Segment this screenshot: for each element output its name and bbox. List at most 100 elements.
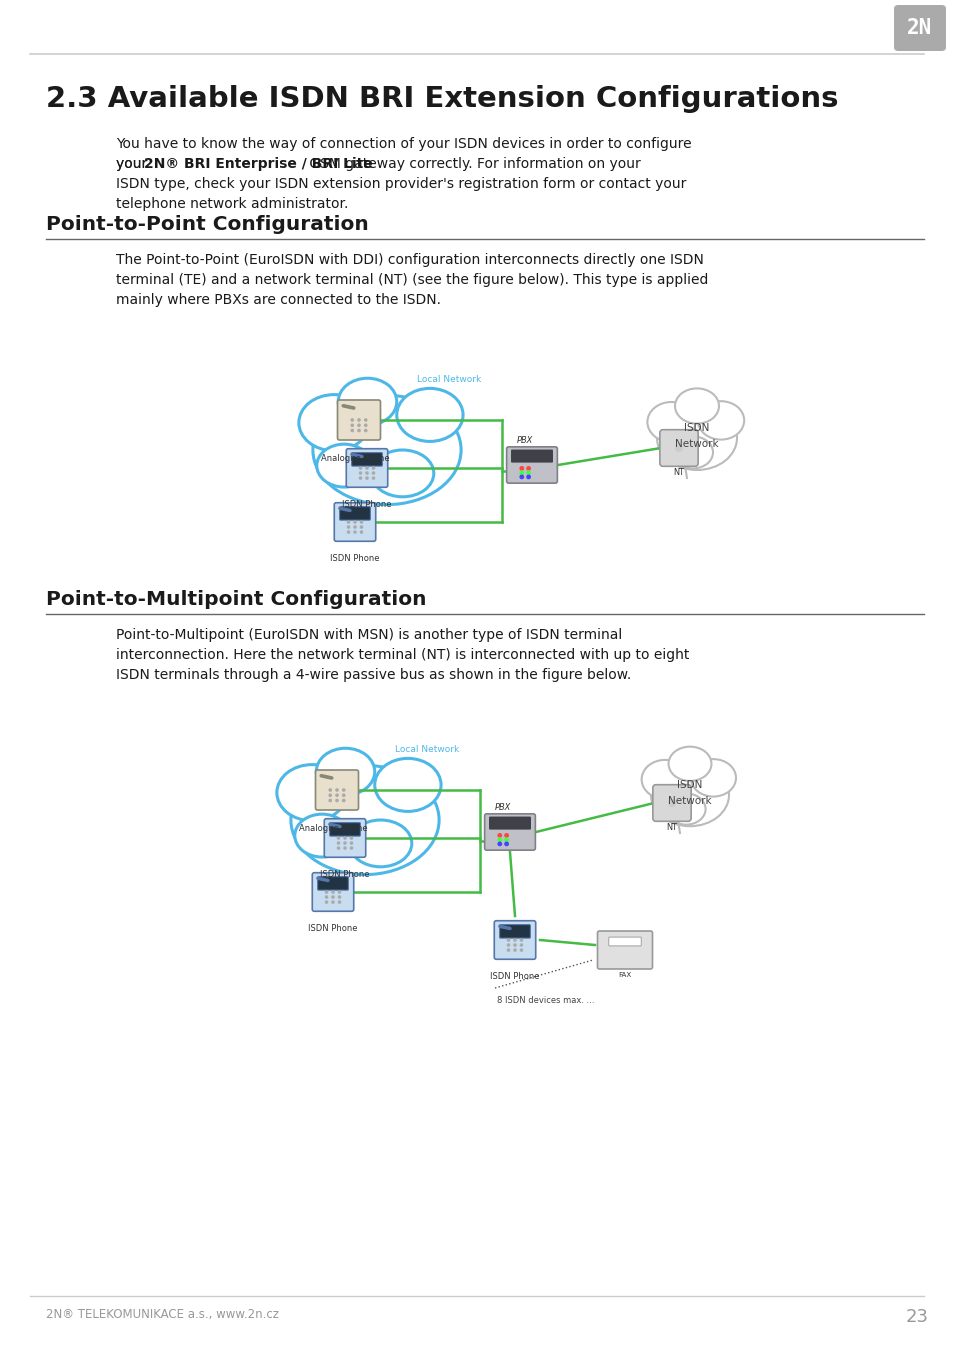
Circle shape (519, 467, 523, 470)
Circle shape (342, 788, 345, 791)
Text: The Point-to-Point (EuroISDN with DDI) configuration interconnects directly one : The Point-to-Point (EuroISDN with DDI) c… (116, 252, 703, 267)
Ellipse shape (650, 764, 728, 826)
Circle shape (507, 949, 509, 952)
Text: terminal (TE) and a network terminal (NT) (see the figure below). This type is a: terminal (TE) and a network terminal (NT… (116, 273, 708, 288)
FancyBboxPatch shape (337, 400, 380, 440)
Ellipse shape (647, 402, 695, 441)
FancyBboxPatch shape (346, 448, 387, 487)
Circle shape (342, 799, 345, 802)
Circle shape (497, 834, 501, 837)
Circle shape (507, 944, 509, 946)
Circle shape (526, 467, 530, 470)
Circle shape (337, 842, 339, 844)
FancyBboxPatch shape (489, 817, 531, 830)
Text: PBX: PBX (517, 436, 533, 444)
Ellipse shape (641, 760, 688, 799)
Ellipse shape (668, 747, 711, 780)
FancyBboxPatch shape (659, 429, 698, 466)
Circle shape (329, 788, 331, 791)
Text: PBX: PBX (495, 803, 511, 811)
Circle shape (337, 837, 339, 840)
Text: your 2N® BRI Enterprise / BRI Lite: your 2N® BRI Enterprise / BRI Lite (116, 157, 385, 171)
FancyBboxPatch shape (329, 822, 360, 836)
Text: 2N® TELEKOMUNIKACE a.s., www.2n.cz: 2N® TELEKOMUNIKACE a.s., www.2n.cz (46, 1308, 278, 1322)
Circle shape (344, 846, 346, 849)
Text: NT: NT (673, 468, 684, 478)
Ellipse shape (313, 396, 460, 505)
Circle shape (332, 896, 334, 898)
Ellipse shape (697, 401, 743, 440)
Ellipse shape (666, 794, 705, 825)
Circle shape (338, 896, 340, 898)
FancyBboxPatch shape (506, 447, 557, 483)
Circle shape (332, 900, 334, 903)
Circle shape (335, 788, 337, 791)
Circle shape (519, 949, 522, 952)
Text: NT: NT (666, 824, 677, 833)
Circle shape (366, 467, 368, 468)
Text: ISDN type, check your ISDN extension provider's registration form or contact you: ISDN type, check your ISDN extension pro… (116, 177, 685, 190)
Ellipse shape (316, 444, 371, 487)
Circle shape (519, 475, 523, 479)
Circle shape (497, 838, 501, 841)
Circle shape (357, 418, 359, 421)
Text: ISDN: ISDN (677, 780, 702, 790)
Ellipse shape (375, 759, 440, 811)
Circle shape (335, 794, 337, 796)
Ellipse shape (338, 378, 396, 425)
Circle shape (360, 521, 362, 522)
Circle shape (504, 842, 508, 845)
Text: ISDN: ISDN (683, 423, 709, 433)
Circle shape (372, 477, 375, 479)
Text: 2N: 2N (906, 18, 932, 38)
Text: ISDN Phone: ISDN Phone (342, 500, 392, 509)
Circle shape (338, 891, 340, 894)
Text: Point-to-Point Configuration: Point-to-Point Configuration (46, 215, 369, 234)
Ellipse shape (672, 436, 712, 468)
Circle shape (337, 846, 339, 849)
Circle shape (347, 521, 349, 522)
Text: Point-to-Multipoint Configuration: Point-to-Multipoint Configuration (46, 590, 426, 609)
Circle shape (338, 900, 340, 903)
FancyBboxPatch shape (511, 450, 553, 463)
FancyBboxPatch shape (652, 784, 690, 821)
Circle shape (372, 472, 375, 474)
Circle shape (359, 477, 361, 479)
Text: mainly where PBXs are connected to the ISDN.: mainly where PBXs are connected to the I… (116, 293, 440, 306)
Text: Local Network: Local Network (395, 745, 458, 755)
Circle shape (359, 472, 361, 474)
FancyBboxPatch shape (317, 876, 348, 890)
Circle shape (359, 467, 361, 468)
FancyBboxPatch shape (324, 818, 365, 857)
Circle shape (344, 842, 346, 844)
Ellipse shape (371, 450, 434, 497)
Circle shape (364, 429, 367, 432)
FancyBboxPatch shape (597, 931, 652, 969)
Circle shape (497, 842, 501, 845)
Ellipse shape (396, 389, 462, 441)
Circle shape (504, 834, 508, 837)
Circle shape (335, 799, 337, 802)
Ellipse shape (291, 765, 438, 875)
Text: ISDN Phone: ISDN Phone (320, 869, 370, 879)
Circle shape (325, 891, 327, 894)
Ellipse shape (675, 389, 719, 424)
Circle shape (347, 531, 349, 533)
Ellipse shape (298, 394, 369, 451)
Circle shape (360, 526, 362, 528)
Circle shape (668, 799, 675, 806)
Circle shape (351, 418, 353, 421)
Circle shape (354, 531, 355, 533)
Text: ISDN Phone: ISDN Phone (308, 923, 357, 933)
Circle shape (332, 891, 334, 894)
Text: 8 ISDN devices max. ...: 8 ISDN devices max. ... (497, 996, 594, 1004)
FancyBboxPatch shape (339, 506, 370, 520)
FancyBboxPatch shape (494, 921, 536, 960)
Text: ISDN Phone: ISDN Phone (330, 554, 379, 563)
Text: Local Network: Local Network (416, 375, 480, 383)
Text: 23: 23 (905, 1308, 928, 1326)
Circle shape (344, 837, 346, 840)
Circle shape (354, 526, 355, 528)
FancyBboxPatch shape (334, 502, 375, 541)
Circle shape (507, 938, 509, 941)
